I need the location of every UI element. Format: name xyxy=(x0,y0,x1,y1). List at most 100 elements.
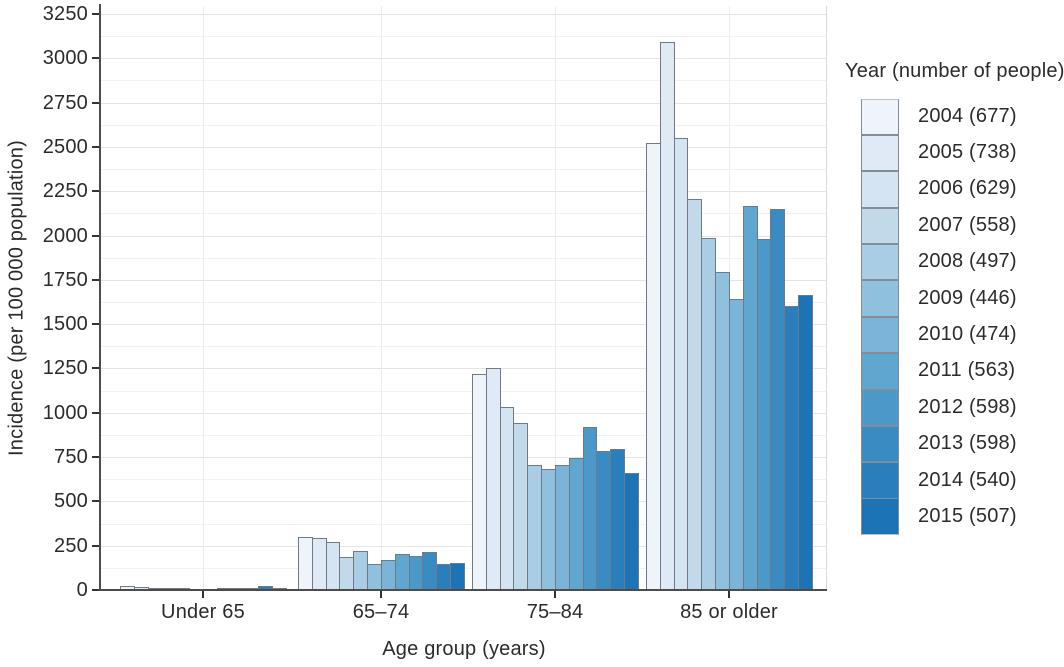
legend-item-2008: 2008 (497) xyxy=(861,244,1064,281)
y-tick xyxy=(92,13,99,15)
gridline-minor xyxy=(101,479,827,481)
gridline-major xyxy=(101,412,827,414)
bar-2006-75-84 xyxy=(499,407,515,590)
legend-item-2010: 2010 (474) xyxy=(861,316,1064,354)
y-tick xyxy=(92,101,99,104)
bar-2007-75-84 xyxy=(513,422,529,590)
gridline-minor xyxy=(101,169,827,171)
bar-2008-75-84 xyxy=(527,465,543,590)
gridline-minor xyxy=(101,434,827,436)
bar-2015-75-84 xyxy=(624,473,639,590)
legend-item-2009: 2009 (446) xyxy=(861,280,1064,317)
gridline-major xyxy=(101,14,827,15)
y-tick-label: 3000 xyxy=(42,47,88,70)
gridline-major xyxy=(101,102,827,104)
gridline-minor xyxy=(101,124,827,126)
plot-area xyxy=(99,4,827,591)
bar-2007-65-74 xyxy=(339,557,355,590)
gridline-major xyxy=(101,368,827,370)
gridline-major xyxy=(101,58,827,60)
bar-2012-85-or-older xyxy=(756,239,772,590)
y-tick-label: 1000 xyxy=(42,401,88,424)
gridline-major xyxy=(101,324,827,326)
bar-2008-85-or-older xyxy=(701,238,717,590)
y-tick xyxy=(92,589,99,591)
y-tick-label: 1500 xyxy=(42,313,88,336)
bar-2007-85-or-older xyxy=(687,199,703,590)
bar-2011-85-or-older xyxy=(742,206,758,590)
legend-label: 2012 (598) xyxy=(918,395,1017,418)
gridline-minor xyxy=(101,257,827,259)
legend-swatch-2014 xyxy=(861,462,899,499)
y-tick-label: 3250 xyxy=(42,3,88,25)
legend-item-2004: 2004 (677) xyxy=(861,98,1064,135)
bar-2014-75-84 xyxy=(610,449,626,590)
y-tick-label: 0 xyxy=(76,579,88,601)
x-tick-label: 65–74 xyxy=(352,601,410,623)
y-tick xyxy=(92,323,99,326)
y-tick xyxy=(92,234,99,237)
y-tick xyxy=(92,456,99,459)
bar-2011-75-84 xyxy=(568,457,584,590)
y-tick-label: 2500 xyxy=(42,135,88,158)
gridline-minor xyxy=(101,80,827,82)
gridline-minor xyxy=(101,213,827,215)
legend: Year (number of people) 2004 (677) 2005 (… xyxy=(843,60,1064,535)
y-tick-label: 500 xyxy=(54,490,88,513)
y-tick xyxy=(92,145,99,148)
legend-label: 2007 (558) xyxy=(918,213,1017,236)
bar-2015-65-74 xyxy=(450,563,465,590)
gridline-major xyxy=(101,279,827,281)
legend-label: 2010 (474) xyxy=(918,323,1017,346)
bar-2004-65-74 xyxy=(298,536,313,590)
y-tick-label: 2000 xyxy=(42,224,88,247)
bar-2010-75-84 xyxy=(554,465,570,590)
legend-item-2007: 2007 (558) xyxy=(861,207,1064,245)
bar-2013-65-74 xyxy=(422,551,438,590)
y-tick xyxy=(92,411,99,414)
bar-2010-85-or-older xyxy=(728,299,744,590)
y-tick-label: 250 xyxy=(54,534,88,557)
legend-swatch-2009 xyxy=(861,280,899,317)
legend-item-2012: 2012 (598) xyxy=(861,389,1064,427)
x-tick-label: Under 65 xyxy=(161,601,245,623)
plot-right-border xyxy=(826,6,827,590)
legend-label: 2006 (629) xyxy=(918,177,1017,200)
bar-group-75-84 xyxy=(472,368,639,590)
gridline-minor xyxy=(101,36,827,38)
legend-swatch-2012 xyxy=(861,389,899,427)
bar-group-65-74 xyxy=(298,536,465,590)
y-tick xyxy=(92,57,99,60)
bar-2005-65-74 xyxy=(311,537,327,590)
bar-2006-85-or-older xyxy=(673,138,689,590)
x-tick xyxy=(380,591,382,598)
legend-title: Year (number of people) xyxy=(845,60,1064,82)
y-tick-label: 2250 xyxy=(42,180,88,203)
bar-2014-65-74 xyxy=(436,564,452,590)
bar-2009-75-84 xyxy=(541,469,556,590)
legend-swatch-2015 xyxy=(861,498,899,535)
y-tick-label: 1750 xyxy=(42,268,88,291)
gridline-minor xyxy=(101,346,827,348)
bar-2015-under-65 xyxy=(272,587,287,590)
x-tick xyxy=(728,591,730,598)
x-axis-line xyxy=(99,589,827,591)
bar-2006-65-74 xyxy=(325,542,341,590)
legend-label: 2014 (540) xyxy=(918,468,1017,491)
gridline-major xyxy=(101,501,827,503)
bar-2014-85-or-older xyxy=(784,305,800,590)
legend-swatch-2005 xyxy=(861,134,899,172)
x-tick-label: 75–84 xyxy=(526,601,584,623)
y-axis-line xyxy=(99,4,101,591)
gridline-major xyxy=(101,146,827,148)
x-tick-label: 85 or older xyxy=(680,601,778,623)
bar-group-85-or-older xyxy=(646,42,813,590)
legend-item-2014: 2014 (540) xyxy=(861,462,1064,499)
y-tick xyxy=(92,367,99,370)
gridline-minor xyxy=(101,302,827,303)
gridline-minor xyxy=(101,390,827,392)
legend-label: 2011 (563) xyxy=(918,359,1016,382)
bar-2010-65-74 xyxy=(380,560,396,590)
y-tick xyxy=(92,500,99,503)
